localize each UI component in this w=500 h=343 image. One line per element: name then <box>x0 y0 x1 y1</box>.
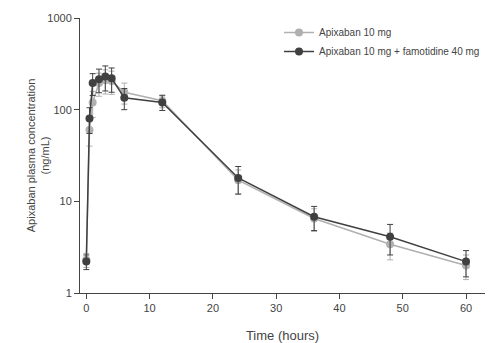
svg-text:10: 10 <box>143 302 155 314</box>
svg-text:50: 50 <box>397 302 409 314</box>
svg-text:60: 60 <box>460 302 472 314</box>
svg-text:40: 40 <box>333 302 345 314</box>
svg-text:Apixaban plasma concentration(: Apixaban plasma concentration(ng/mL) <box>25 79 51 232</box>
svg-text:30: 30 <box>270 302 282 314</box>
svg-text:10: 10 <box>60 195 72 207</box>
svg-text:Time (hours): Time (hours) <box>246 328 319 343</box>
svg-text:0: 0 <box>83 302 89 314</box>
svg-text:20: 20 <box>207 302 219 314</box>
svg-text:Apixaban 10 mg + famotidine 40: Apixaban 10 mg + famotidine 40 mg <box>319 46 479 57</box>
svg-text:Apixaban 10 mg: Apixaban 10 mg <box>319 27 391 38</box>
svg-text:1000: 1000 <box>47 12 71 24</box>
svg-text:100: 100 <box>53 104 71 116</box>
svg-text:1: 1 <box>66 287 72 299</box>
